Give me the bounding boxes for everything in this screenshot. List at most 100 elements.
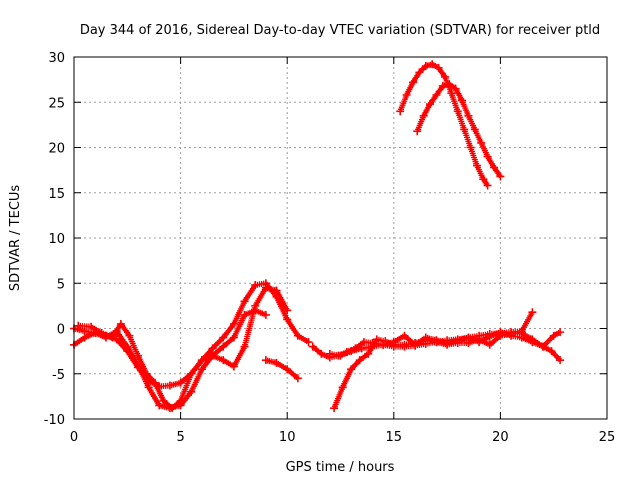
data-point: [151, 378, 160, 387]
data-point: [460, 125, 469, 134]
data-point: [97, 329, 106, 338]
data-point: [389, 338, 398, 347]
data-point: [133, 351, 142, 360]
data-point: [155, 401, 164, 410]
x-tick-label: 0: [70, 430, 78, 445]
data-point: [440, 72, 449, 81]
data-point: [400, 340, 409, 349]
data-point: [325, 349, 334, 358]
data-point: [408, 78, 417, 87]
data-point: [187, 387, 196, 396]
series-track-3: [74, 283, 292, 413]
gridlines: [74, 57, 607, 419]
x-tick-label: 10: [279, 430, 296, 445]
data-point: [419, 111, 428, 120]
data-point: [251, 301, 260, 310]
y-tick-label: 0: [57, 323, 65, 338]
data-point: [396, 107, 405, 116]
y-tick-label: -10: [44, 413, 65, 428]
data-point: [165, 381, 174, 390]
data-point: [112, 335, 121, 344]
data-point: [432, 91, 441, 100]
y-tick-label: 25: [48, 96, 65, 111]
data-point: [336, 351, 345, 360]
data-point: [293, 331, 302, 340]
data-point: [87, 322, 96, 331]
data-point: [283, 306, 292, 315]
data-point: [125, 331, 134, 340]
data-point: [142, 369, 151, 378]
data-point: [261, 283, 270, 292]
data-point: [272, 286, 281, 295]
y-tick-label: -5: [52, 368, 65, 383]
data-point: [466, 143, 475, 152]
data-point: [421, 333, 430, 342]
data-point: [434, 63, 443, 72]
data-point: [415, 68, 424, 77]
data-point: [159, 396, 168, 405]
x-tick-label: 20: [492, 430, 509, 445]
data-point: [229, 333, 238, 342]
data-point: [539, 342, 548, 351]
data-point: [197, 365, 206, 374]
y-tick-label: 30: [48, 51, 65, 66]
data-point: [402, 91, 411, 100]
data-point: [347, 347, 356, 356]
series-track-8: [396, 60, 492, 190]
data-point: [176, 378, 185, 387]
data-point: [490, 163, 499, 172]
data-point: [472, 161, 481, 170]
x-tick-label: 15: [386, 430, 403, 445]
data-point: [330, 404, 339, 413]
x-axis-label: GPS time / hours: [286, 460, 395, 475]
data-point: [483, 152, 492, 161]
data-point: [413, 127, 422, 136]
data-point: [470, 125, 479, 134]
data-point: [240, 310, 249, 319]
y-axis-ticks: -10 -5 0 5 10 15 20 25 30: [44, 51, 607, 428]
plot-frame: [73, 56, 608, 420]
series-track-4: [261, 356, 302, 383]
data-point: [379, 340, 388, 349]
data-point: [208, 351, 217, 360]
data-point: [261, 310, 270, 319]
data-point: [219, 342, 228, 351]
data-point: [123, 342, 132, 351]
data-point: [475, 338, 484, 347]
data-point: [445, 80, 454, 89]
data-point: [451, 84, 460, 93]
data-point: [517, 333, 526, 342]
data-point: [400, 331, 409, 340]
data-point: [447, 89, 456, 98]
series-trail: [397, 61, 490, 187]
data-point: [272, 358, 281, 367]
data-point: [261, 356, 270, 365]
data-point: [364, 349, 373, 358]
data-point: [485, 340, 494, 349]
data-point: [549, 331, 558, 340]
data-point: [428, 60, 437, 69]
data-point: [229, 319, 238, 328]
data-point: [432, 336, 441, 345]
data-point: [219, 356, 228, 365]
data-point: [359, 338, 368, 347]
data-point: [464, 333, 473, 342]
data-point: [240, 342, 249, 351]
data-point: [229, 362, 238, 371]
data-point: [477, 138, 486, 147]
data-point: [507, 331, 516, 340]
data-point: [208, 344, 217, 353]
data-point: [283, 365, 292, 374]
y-axis-label: SDTVAR / TECUs: [8, 185, 23, 292]
y-tick-label: 15: [48, 187, 65, 202]
x-tick-label: 5: [176, 430, 184, 445]
data-point: [458, 96, 467, 105]
y-tick-label: 10: [48, 232, 65, 247]
data-point: [357, 344, 366, 353]
data-point: [116, 319, 125, 328]
data-point: [372, 335, 381, 344]
data-point: [528, 308, 537, 317]
data-point: [464, 111, 473, 120]
data-point: [426, 100, 435, 109]
